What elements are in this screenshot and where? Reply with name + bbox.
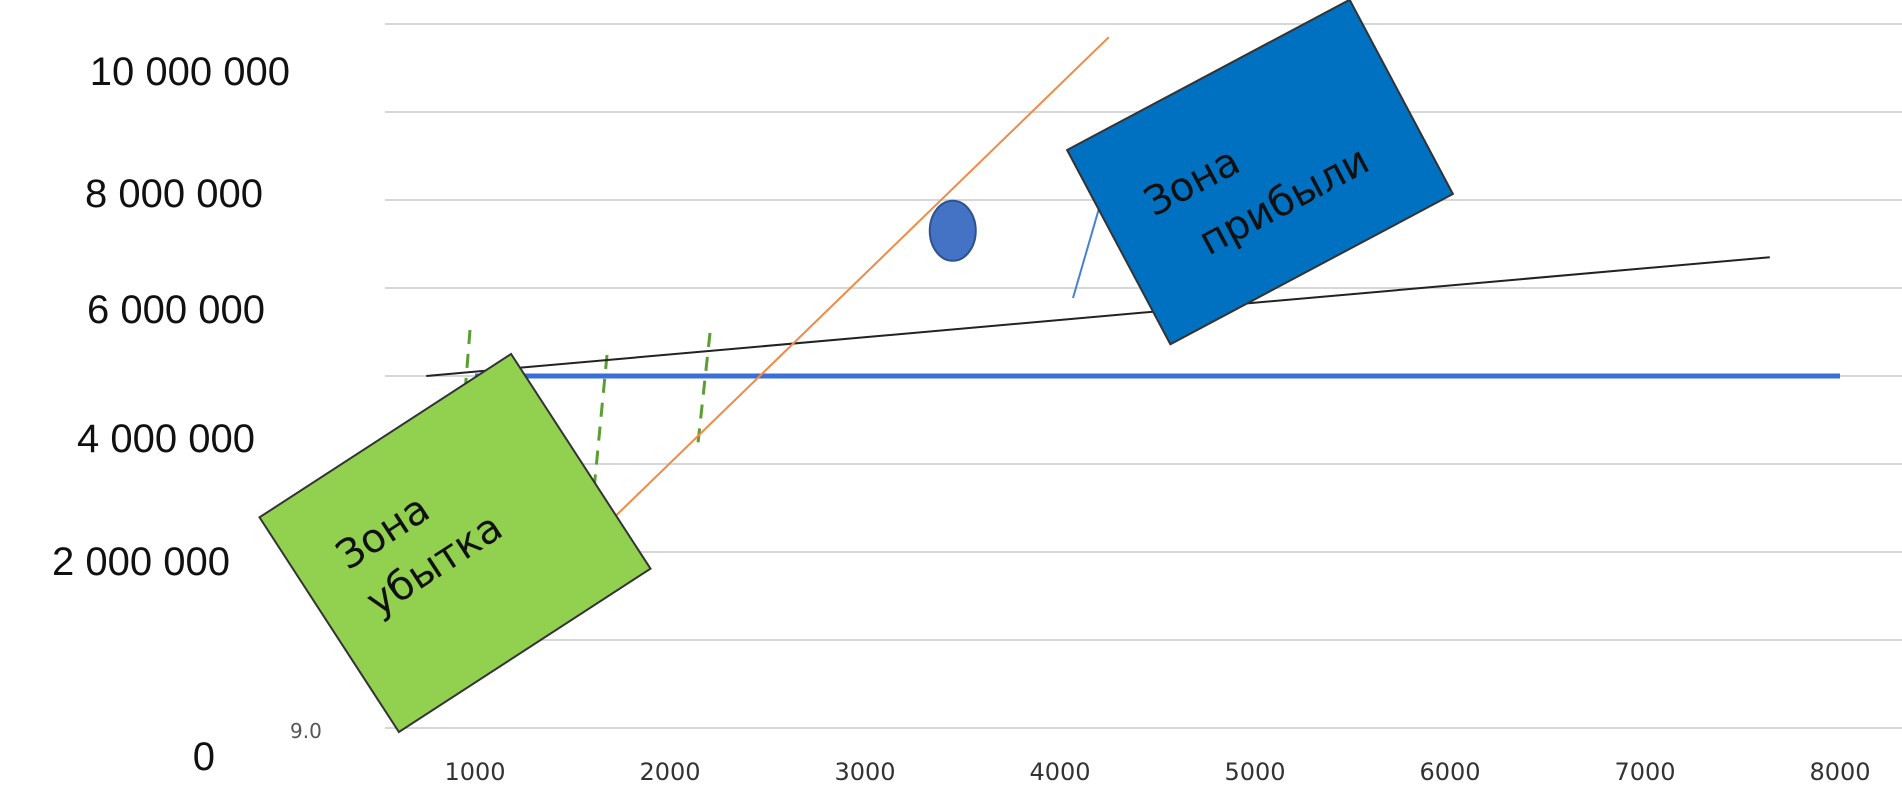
break-even-marker-group bbox=[928, 199, 977, 262]
y-tick-label: 4 000 000 bbox=[77, 417, 255, 461]
y-tick-label: 0 bbox=[193, 735, 215, 779]
y-tick-label: 10 000 000 bbox=[90, 50, 290, 94]
x-tick-label: 2000 bbox=[639, 758, 700, 786]
x-tick-label: 6000 bbox=[1419, 758, 1480, 786]
x-tick-label: 1000 bbox=[444, 758, 505, 786]
zone-annotations: Зона убытка Зона прибыли bbox=[258, 0, 1455, 734]
profit-zone-rect bbox=[1065, 0, 1455, 346]
x-tick-label: 8000 bbox=[1809, 758, 1870, 786]
x-tick-label: 7000 bbox=[1614, 758, 1675, 786]
guide-line bbox=[695, 332, 712, 453]
stray-label: 9.0 bbox=[290, 719, 322, 743]
y-tick-label: 8 000 000 bbox=[85, 172, 263, 216]
y-tick-label: 6 000 000 bbox=[87, 288, 265, 332]
y-tick-label: 2 000 000 bbox=[52, 540, 230, 584]
loss-zone-rect bbox=[258, 352, 652, 734]
break-even-marker bbox=[928, 199, 977, 262]
x-tick-label: 5000 bbox=[1224, 758, 1285, 786]
x-tick-label: 3000 bbox=[834, 758, 895, 786]
y-axis: 0 2 000 000 4 000 000 6 000 000 8 000 000 10 … bbox=[52, 50, 290, 779]
profit-connector bbox=[1072, 204, 1101, 299]
profit-zone-box: Зона прибыли bbox=[1065, 0, 1455, 346]
x-tick-label: 4000 bbox=[1029, 758, 1090, 786]
series-line bbox=[426, 256, 1770, 377]
loss-zone-box: Зона убытка bbox=[258, 352, 652, 734]
x-axis: 1000 2000 3000 4000 5000 6000 7000 8000 bbox=[444, 758, 1870, 786]
